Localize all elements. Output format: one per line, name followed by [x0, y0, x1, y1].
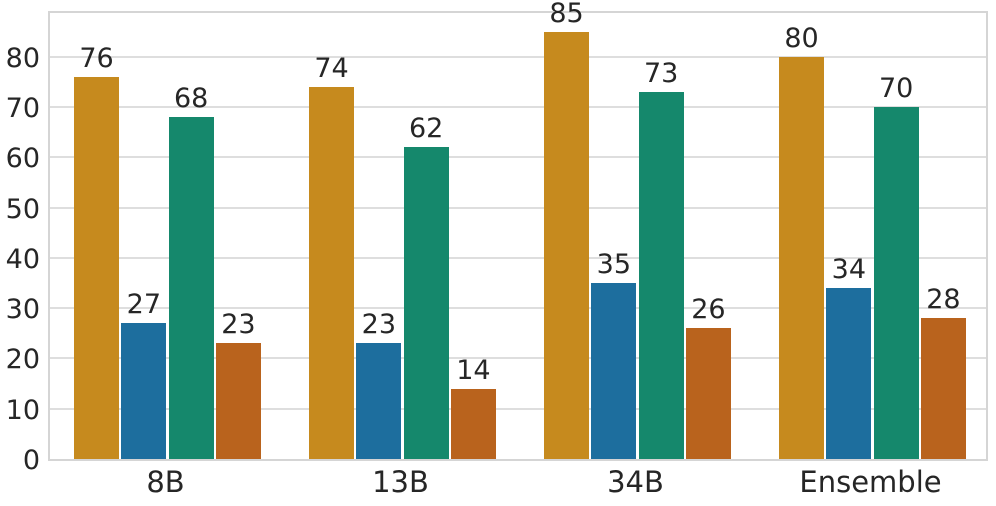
- bar-rust-13B: [450, 388, 496, 459]
- bar-value-label: 62: [408, 113, 444, 145]
- gridline-y-10: [50, 407, 986, 410]
- gridline-y-20: [50, 357, 986, 360]
- gridline-y-80: [50, 55, 986, 58]
- y-tick-label: 80: [5, 42, 40, 74]
- bar-value-label: 85: [549, 0, 584, 29]
- bar-gold-34B: [544, 31, 590, 459]
- gridline-y-60: [50, 156, 986, 159]
- bar-blue-8B: [121, 323, 167, 459]
- y-tick-label: 70: [5, 93, 40, 125]
- bar-value-label: 74: [314, 52, 349, 84]
- bar-value-label: 68: [173, 83, 209, 115]
- bar-green-13B: [403, 147, 449, 459]
- bar-value-label: 34: [831, 254, 867, 286]
- x-tick-label-8B: 8B: [146, 465, 185, 499]
- bar-blue-13B: [356, 343, 402, 459]
- bar-rust-34B: [685, 328, 731, 459]
- bar-value-label: 76: [79, 42, 114, 74]
- bar-value-label: 23: [221, 309, 256, 341]
- bar-green-Ensemble: [873, 107, 919, 459]
- bar-value-label: 14: [456, 354, 491, 386]
- y-tick-label: 60: [5, 143, 40, 175]
- y-tick-label: 10: [5, 394, 40, 426]
- x-tick-label-34B: 34B: [607, 465, 664, 499]
- bar-value-label: 28: [926, 284, 961, 316]
- bar-value-label: 70: [878, 73, 914, 105]
- gridline-y-70: [50, 106, 986, 109]
- y-tick-label: 50: [5, 193, 40, 225]
- bar-rust-Ensemble: [920, 318, 966, 459]
- x-tick-label-Ensemble: Ensemble: [799, 465, 942, 499]
- x-tick-label-13B: 13B: [372, 465, 429, 499]
- bar-gold-13B: [309, 86, 355, 459]
- y-tick-label: 40: [5, 243, 40, 275]
- y-tick-label: 0: [22, 445, 40, 476]
- y-tick-label: 30: [5, 294, 40, 326]
- gridline-y-50: [50, 206, 986, 209]
- bar-rust-8B: [215, 343, 261, 459]
- bar-gold-Ensemble: [779, 56, 825, 459]
- bar-gold-8B: [74, 76, 120, 459]
- bar-blue-Ensemble: [826, 288, 872, 459]
- bar-value-label: 27: [126, 289, 162, 321]
- plot-area: 76 27 68 23 74 23 62 14 85 35 73 26 80 34 70 28: [48, 0, 988, 461]
- y-tick-label: 20: [5, 344, 40, 376]
- bar-value-label: 35: [596, 249, 632, 281]
- gridline-y-40: [50, 256, 986, 259]
- bar-value-label: 26: [691, 294, 726, 326]
- gridline-y-30: [50, 307, 986, 310]
- bar-green-8B: [168, 117, 214, 459]
- bar-value-label: 23: [361, 309, 397, 341]
- bar-value-label: 80: [784, 22, 819, 54]
- bar-blue-34B: [591, 283, 637, 459]
- bar-value-label: 73: [643, 57, 679, 89]
- bar-green-34B: [638, 91, 684, 459]
